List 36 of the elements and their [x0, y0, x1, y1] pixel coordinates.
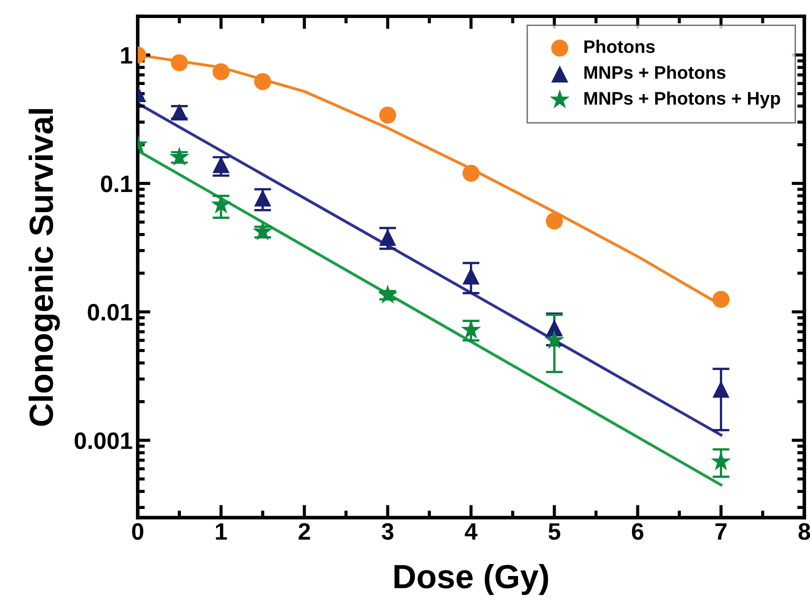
point	[462, 268, 480, 285]
x-tick-label: 3	[382, 523, 394, 540]
point	[252, 221, 273, 240]
x-tick-label: 2	[298, 523, 310, 540]
point	[211, 194, 232, 214]
point	[712, 290, 730, 308]
point	[544, 330, 564, 349]
x-axis-title: Dose (Gy)	[394, 564, 548, 596]
x-tick-label: 7	[715, 523, 727, 540]
y-axis-title: Clonogenic Survival	[28, 109, 60, 426]
point	[462, 164, 480, 182]
point	[712, 380, 730, 398]
x-tick-label: 8	[798, 523, 810, 540]
point	[379, 106, 396, 124]
legend-label: Photons	[584, 40, 655, 54]
point	[169, 146, 190, 166]
legend-label: MNPs + Photons	[584, 66, 726, 79]
point	[170, 54, 188, 72]
x-tick-label: 6	[632, 523, 644, 540]
point	[254, 189, 272, 206]
y-tick-label: 0.01	[88, 304, 132, 321]
x-tick-label: 1	[216, 523, 227, 540]
point	[379, 228, 396, 246]
y-tick-label: 0.1	[100, 175, 132, 192]
y-tick-label: 0.001	[74, 432, 132, 450]
x-tick-label: 4	[464, 523, 478, 540]
x-tick-label: 0	[132, 523, 144, 540]
point	[212, 63, 230, 80]
point	[212, 156, 230, 174]
point	[378, 284, 398, 304]
legend-label: MNPs + Photons + Hyp	[584, 92, 780, 108]
x-tick-label: 5	[548, 523, 560, 540]
y-tick-label: 1	[121, 47, 132, 64]
point	[254, 73, 272, 90]
point	[546, 212, 563, 230]
point	[546, 319, 563, 336]
